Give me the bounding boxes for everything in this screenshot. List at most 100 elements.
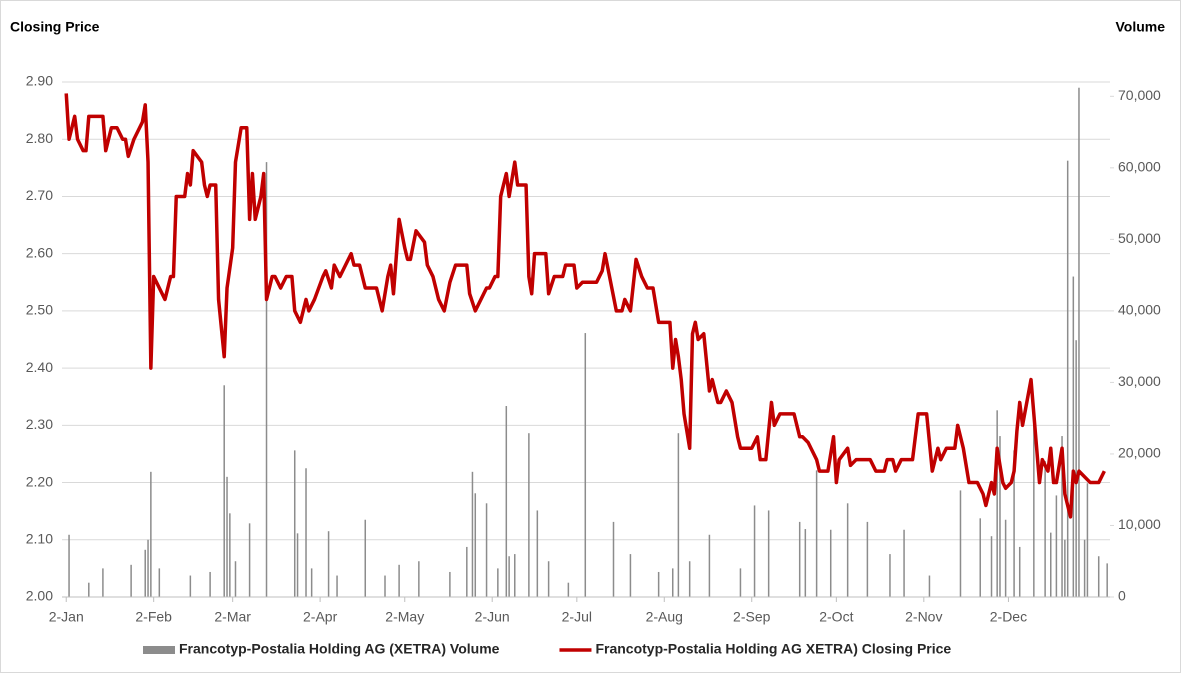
volume-bar <box>305 468 307 597</box>
volume-bar <box>364 519 367 597</box>
volume-bar <box>903 529 905 597</box>
legend-swatch <box>143 646 175 654</box>
volume-bar <box>130 564 132 597</box>
y2-tick-label: 20,000 <box>1118 445 1161 461</box>
volume-bar <box>671 568 674 597</box>
volume-bar <box>528 433 530 597</box>
x-tick-label: 2-Sep <box>733 609 771 625</box>
y-tick-label: 2.50 <box>26 302 53 318</box>
y-tick-label: 2.60 <box>26 244 53 260</box>
volume-bar <box>384 575 386 597</box>
volume-bar <box>567 582 570 597</box>
volume-bar <box>223 385 225 597</box>
volume-bar <box>474 493 477 597</box>
volume-bar <box>829 529 832 597</box>
x-tick-label: 2-Jul <box>562 609 592 625</box>
volume-bar <box>150 471 152 597</box>
volume-bar <box>1066 160 1069 598</box>
x-tick-label: 2-Aug <box>646 609 683 625</box>
y-tick-label: 2.70 <box>26 187 53 203</box>
volume-bar <box>1050 532 1052 597</box>
volume-bar <box>508 556 510 597</box>
x-tick-label: 2-Nov <box>905 609 942 625</box>
volume-bar <box>229 513 231 597</box>
x-tick-label: 2-Oct <box>819 609 853 625</box>
volume-bar <box>798 521 801 597</box>
volume-bar <box>327 531 330 597</box>
volume-bar <box>688 561 691 597</box>
volume-bar <box>1061 436 1063 597</box>
volume-bar <box>1072 276 1075 597</box>
volume-bar <box>102 568 104 597</box>
x-tick-label: 2-May <box>385 609 424 625</box>
volume-bar <box>708 534 711 597</box>
y-tick-label: 2.00 <box>26 588 53 604</box>
x-tick-label: 2-Mar <box>214 609 251 625</box>
volume-bar <box>293 450 296 597</box>
legend: Francotyp-Postalia Holding AG (XETRA) Vo… <box>143 641 951 657</box>
volume-bar <box>336 575 338 597</box>
volume-bar <box>514 554 516 597</box>
plot <box>64 87 1108 598</box>
volume-bar <box>158 568 161 597</box>
y-tick-label: 2.20 <box>26 473 53 489</box>
volume-bar <box>189 575 192 597</box>
volume-bar <box>265 162 268 597</box>
volume-bar <box>1106 563 1108 597</box>
y2-tick-label: 40,000 <box>1118 302 1161 318</box>
volume-bar <box>846 503 849 597</box>
x-tick-label: 2-Dec <box>990 609 1027 625</box>
volume-bar <box>505 406 508 597</box>
price-line <box>64 93 1106 519</box>
volume-bar <box>147 539 149 597</box>
y2-tick-label: 30,000 <box>1118 373 1161 389</box>
volume-bar <box>296 533 299 597</box>
volume-bar <box>612 521 615 597</box>
volume-bar <box>536 510 539 597</box>
volume-bar <box>226 476 228 597</box>
volume-bar <box>68 534 70 597</box>
volume-bar <box>1055 495 1058 597</box>
volume-bar <box>1083 539 1086 597</box>
y-tick-label: 2.40 <box>26 359 53 375</box>
volume-bar <box>629 554 632 597</box>
y-axis-title: Closing Price <box>10 19 100 35</box>
y-tick-label: 2.30 <box>26 416 53 432</box>
y-tick-label: 2.90 <box>26 73 53 89</box>
volume-bar <box>866 521 869 597</box>
axes: 2.00 2.10 2.20 2.30 2.40 2.50 2.60 2.70 2.80 2.90… <box>26 73 1161 625</box>
x-tick-label: 2-Apr <box>303 609 338 625</box>
y-tick-label: 2.80 <box>26 130 53 146</box>
volume-bar <box>418 561 420 597</box>
y2-axis-title: Volume <box>1115 19 1165 35</box>
volume-bar <box>1078 87 1080 597</box>
x-tick-label: 2-Jun <box>475 609 510 625</box>
y-tick-label: 2.10 <box>26 530 53 546</box>
x-tick-label: 2-Jan <box>49 609 84 625</box>
y2-tick-label: 60,000 <box>1118 159 1161 175</box>
volume-bar <box>1004 519 1007 597</box>
volume-bar <box>310 568 313 597</box>
volume-bar <box>248 523 251 597</box>
volume-bar <box>485 503 488 597</box>
volume-bar <box>959 490 962 597</box>
volume-bar <box>471 471 474 597</box>
volume-bar <box>1075 340 1077 597</box>
volume-bar <box>677 433 680 597</box>
volume-bar <box>996 410 998 597</box>
volume-bar <box>1044 461 1046 597</box>
volume-bar <box>1086 483 1089 597</box>
volume-bar <box>804 529 807 597</box>
volume-bar <box>767 510 770 597</box>
y2-tick-label: 10,000 <box>1118 516 1161 532</box>
volume-bar <box>657 571 660 597</box>
volume-bar <box>547 561 550 597</box>
volume-bar <box>1097 556 1100 597</box>
volume-bar <box>1018 546 1021 597</box>
volume-bar <box>999 436 1001 597</box>
volume-bar <box>753 505 756 597</box>
legend-label: Francotyp-Postalia Holding AG XETRA) Clo… <box>595 641 951 657</box>
volume-bar <box>584 333 587 597</box>
